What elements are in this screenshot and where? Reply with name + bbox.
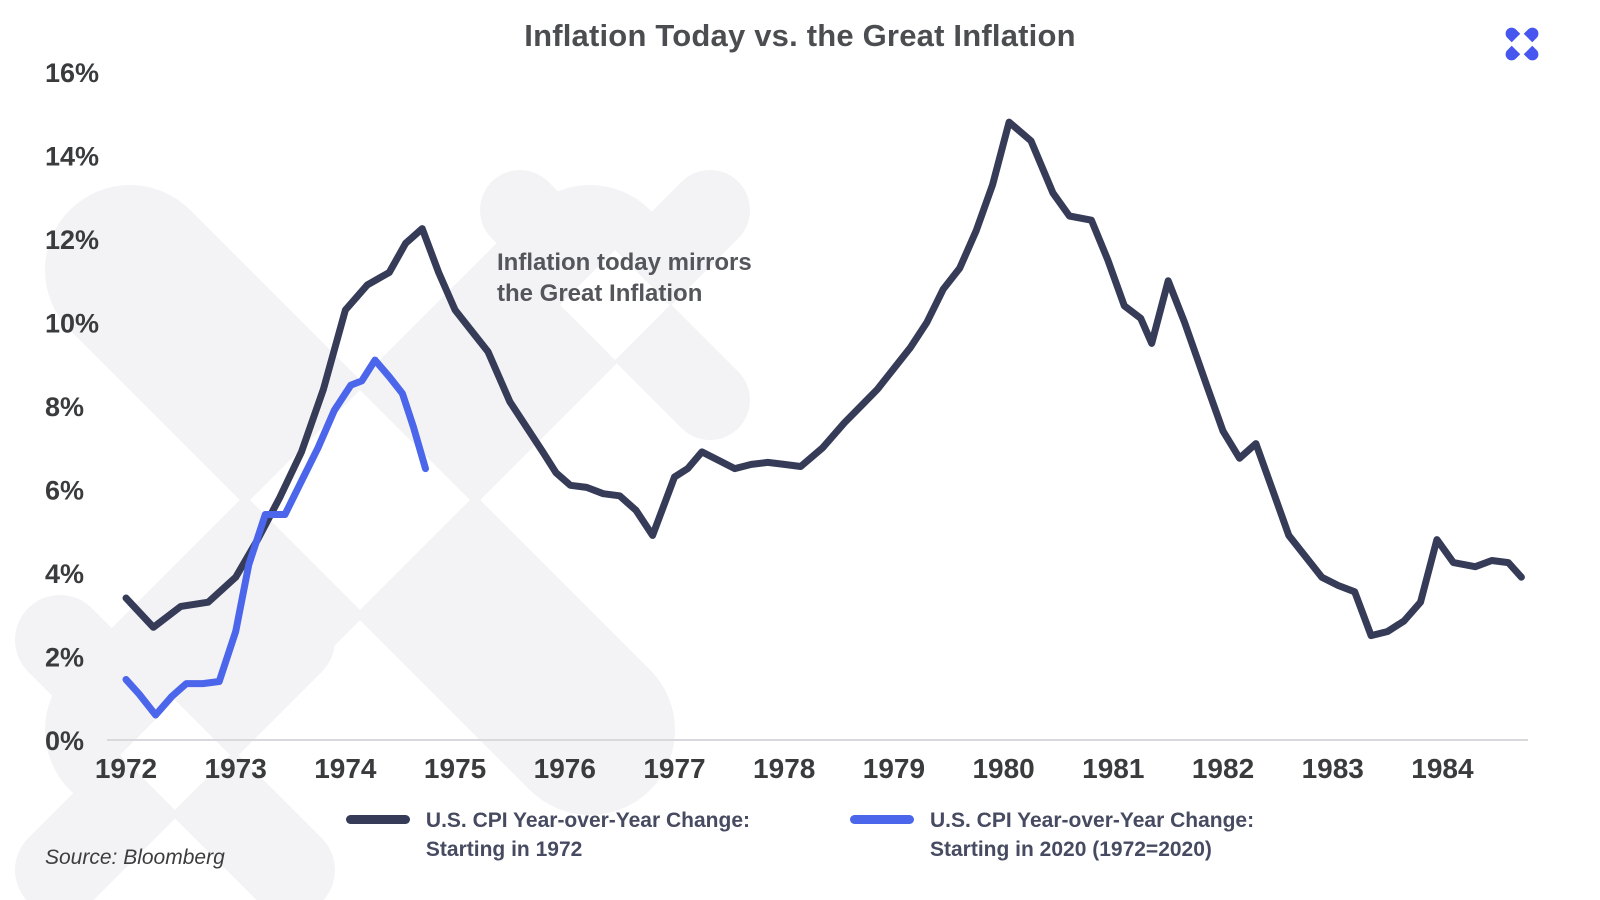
x-tick-label: 1974 [314, 753, 377, 784]
legend-swatch-2020 [850, 815, 914, 824]
x-tick-label: 1979 [863, 753, 925, 784]
y-tick-label: 0% [45, 726, 84, 756]
x-tick-label: 1980 [972, 753, 1034, 784]
brand-logo [1505, 27, 1539, 61]
source-note: Source: Bloomberg [45, 846, 225, 869]
chart-annotation: Inflation today mirrors the Great Inflat… [497, 249, 752, 307]
x-tick-label: 1975 [424, 753, 486, 784]
legend-swatch-1972 [345, 815, 410, 824]
legend-label-2020: U.S. CPI Year-over-Year Change: Starting… [930, 809, 1255, 861]
x-tick-label: 1981 [1082, 753, 1144, 784]
legend-item-2020: U.S. CPI Year-over-Year Change: Starting… [850, 806, 1254, 864]
legend-label-1972: U.S. CPI Year-over-Year Change: Starting… [425, 809, 750, 861]
x-tick-label: 1973 [205, 753, 267, 784]
y-tick-label: 2% [45, 643, 84, 673]
y-tick-label: 4% [45, 559, 84, 589]
x-tick-label: 1982 [1192, 753, 1254, 784]
x-tick-label: 1976 [534, 753, 596, 784]
y-tick-label: 14% [45, 142, 99, 172]
y-tick-label: 12% [45, 225, 99, 255]
y-tick-label: 8% [45, 392, 84, 422]
x-tick-label: 1978 [753, 753, 815, 784]
y-tick-label: 16% [45, 58, 99, 88]
x-tick-label: 1983 [1302, 753, 1364, 784]
legend-item-1972: U.S. CPI Year-over-Year Change: Starting… [345, 806, 750, 864]
series-line-1 [122, 356, 429, 719]
x-tick-label: 1977 [643, 753, 705, 784]
y-tick-label: 10% [45, 309, 99, 339]
legend: U.S. CPI Year-over-Year Change: Starting… [0, 806, 1600, 864]
y-tick-label: 6% [45, 476, 84, 506]
series-line-0 [122, 118, 1525, 640]
x-tick-label: 1984 [1411, 753, 1474, 784]
chart-title: Inflation Today vs. the Great Inflation [524, 18, 1076, 53]
x-tick-label: 1972 [95, 753, 157, 784]
